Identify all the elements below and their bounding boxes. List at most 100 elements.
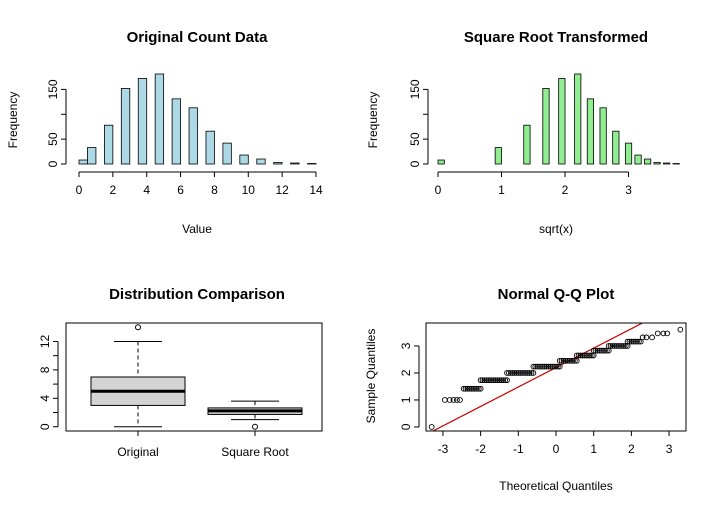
qq-point	[457, 397, 463, 403]
y-tick-label: 0	[46, 160, 60, 167]
y-tick-label: 0	[399, 423, 413, 430]
x-tick-label: 3	[625, 183, 632, 197]
qq-point	[513, 370, 520, 376]
qq-point	[494, 377, 501, 384]
qq-point	[570, 357, 576, 364]
outlier-point	[135, 324, 141, 331]
x-tick-label: 1	[498, 183, 505, 197]
qq-point	[555, 363, 561, 370]
hist-bar	[542, 88, 550, 165]
qq-point	[654, 330, 661, 337]
qq-point	[515, 370, 522, 376]
qq-point	[594, 347, 601, 354]
qq-point	[483, 377, 490, 384]
qq-point	[634, 338, 640, 345]
hist-bar	[634, 154, 642, 165]
hist-bar	[586, 98, 595, 165]
hist-bar	[599, 107, 607, 165]
qq-point	[590, 347, 597, 354]
qq-point	[579, 352, 586, 359]
qq-point	[585, 352, 591, 359]
hist-bar	[154, 73, 165, 165]
qq-point	[517, 370, 524, 376]
x-tick-label: 6	[177, 183, 184, 197]
panel2-title: Square Root Transformed	[464, 29, 648, 46]
qq-point	[643, 334, 650, 341]
hist-bar	[78, 159, 88, 165]
qq-point	[564, 357, 571, 364]
qq-point	[583, 352, 589, 359]
x-tick-label: 1	[590, 442, 597, 456]
qq-point	[605, 343, 612, 349]
qq-point	[626, 338, 633, 345]
qq-point	[470, 385, 476, 392]
panel1-plot: 0 2 4 6 8 10 12 14 0 50 150	[46, 73, 323, 197]
plot-frame	[65, 322, 323, 432]
qq-point	[504, 377, 510, 384]
qq-point	[534, 363, 541, 370]
qq-point	[575, 352, 582, 359]
x-tick-label: 2	[628, 442, 635, 456]
qq-point	[479, 377, 486, 384]
qq-point	[485, 377, 492, 384]
hist-bar	[437, 159, 445, 165]
hist-bar	[624, 142, 633, 165]
hist-bar	[663, 162, 671, 165]
hist-bar	[222, 142, 232, 165]
qq-point	[498, 377, 505, 384]
qq-point	[441, 397, 448, 403]
hist-bar	[205, 130, 215, 165]
qq-point	[511, 370, 518, 376]
qq-point	[660, 330, 667, 337]
qq-point	[588, 352, 595, 359]
panel2-plot: 0 1 2 3 0 50 150	[408, 73, 680, 197]
x-tick-label: 3	[666, 442, 673, 456]
y-tick-label: 12	[38, 334, 52, 348]
qq-point	[506, 370, 512, 376]
x-tick-label: -1	[513, 442, 524, 456]
qq-point	[551, 363, 557, 370]
x-tick-label: 2	[562, 183, 569, 197]
y-tick-label: 2	[399, 369, 413, 376]
x-tick-label: 0	[435, 183, 442, 197]
qq-point	[558, 357, 565, 364]
qq-point	[477, 377, 484, 384]
y-tick-label: 1	[399, 396, 413, 403]
qq-point	[538, 363, 544, 370]
y-tick-label: 4	[38, 395, 52, 402]
y-tick-label: 3	[399, 342, 413, 349]
qq-point	[624, 338, 631, 345]
panel4-ylabel: Sample Quantiles	[364, 329, 378, 424]
y-tick-label: 50	[46, 132, 60, 146]
hist-bar	[644, 158, 652, 165]
qq-point	[466, 385, 473, 392]
panel1-xlabel: Value	[182, 222, 212, 236]
qq-point	[487, 377, 493, 384]
qq-point	[462, 385, 469, 392]
qq-point	[577, 352, 584, 359]
qq-point	[464, 385, 471, 392]
y-tick-label: 0	[38, 423, 52, 430]
qq-point	[553, 363, 559, 370]
qq-point	[664, 330, 671, 337]
qq-point	[519, 370, 525, 376]
qq-point	[592, 347, 599, 354]
y-tick-label: 150	[408, 79, 422, 99]
x-tick-label: -2	[475, 442, 486, 456]
panel3-title: Distribution Comparison	[109, 286, 285, 303]
qq-point	[526, 370, 533, 376]
x-tick-label: Original	[117, 445, 158, 459]
y-tick-label: 150	[46, 79, 60, 99]
x-tick-label: 2	[110, 183, 117, 197]
qq-point	[530, 363, 537, 370]
qq-point	[573, 352, 580, 359]
qq-point	[613, 343, 620, 349]
qq-point	[492, 377, 499, 384]
qq-point	[490, 377, 497, 384]
hist-bar	[574, 73, 582, 165]
qq-point	[454, 397, 460, 403]
hist-bar	[523, 124, 531, 165]
qq-point	[474, 385, 480, 392]
hist-bar	[171, 98, 181, 165]
